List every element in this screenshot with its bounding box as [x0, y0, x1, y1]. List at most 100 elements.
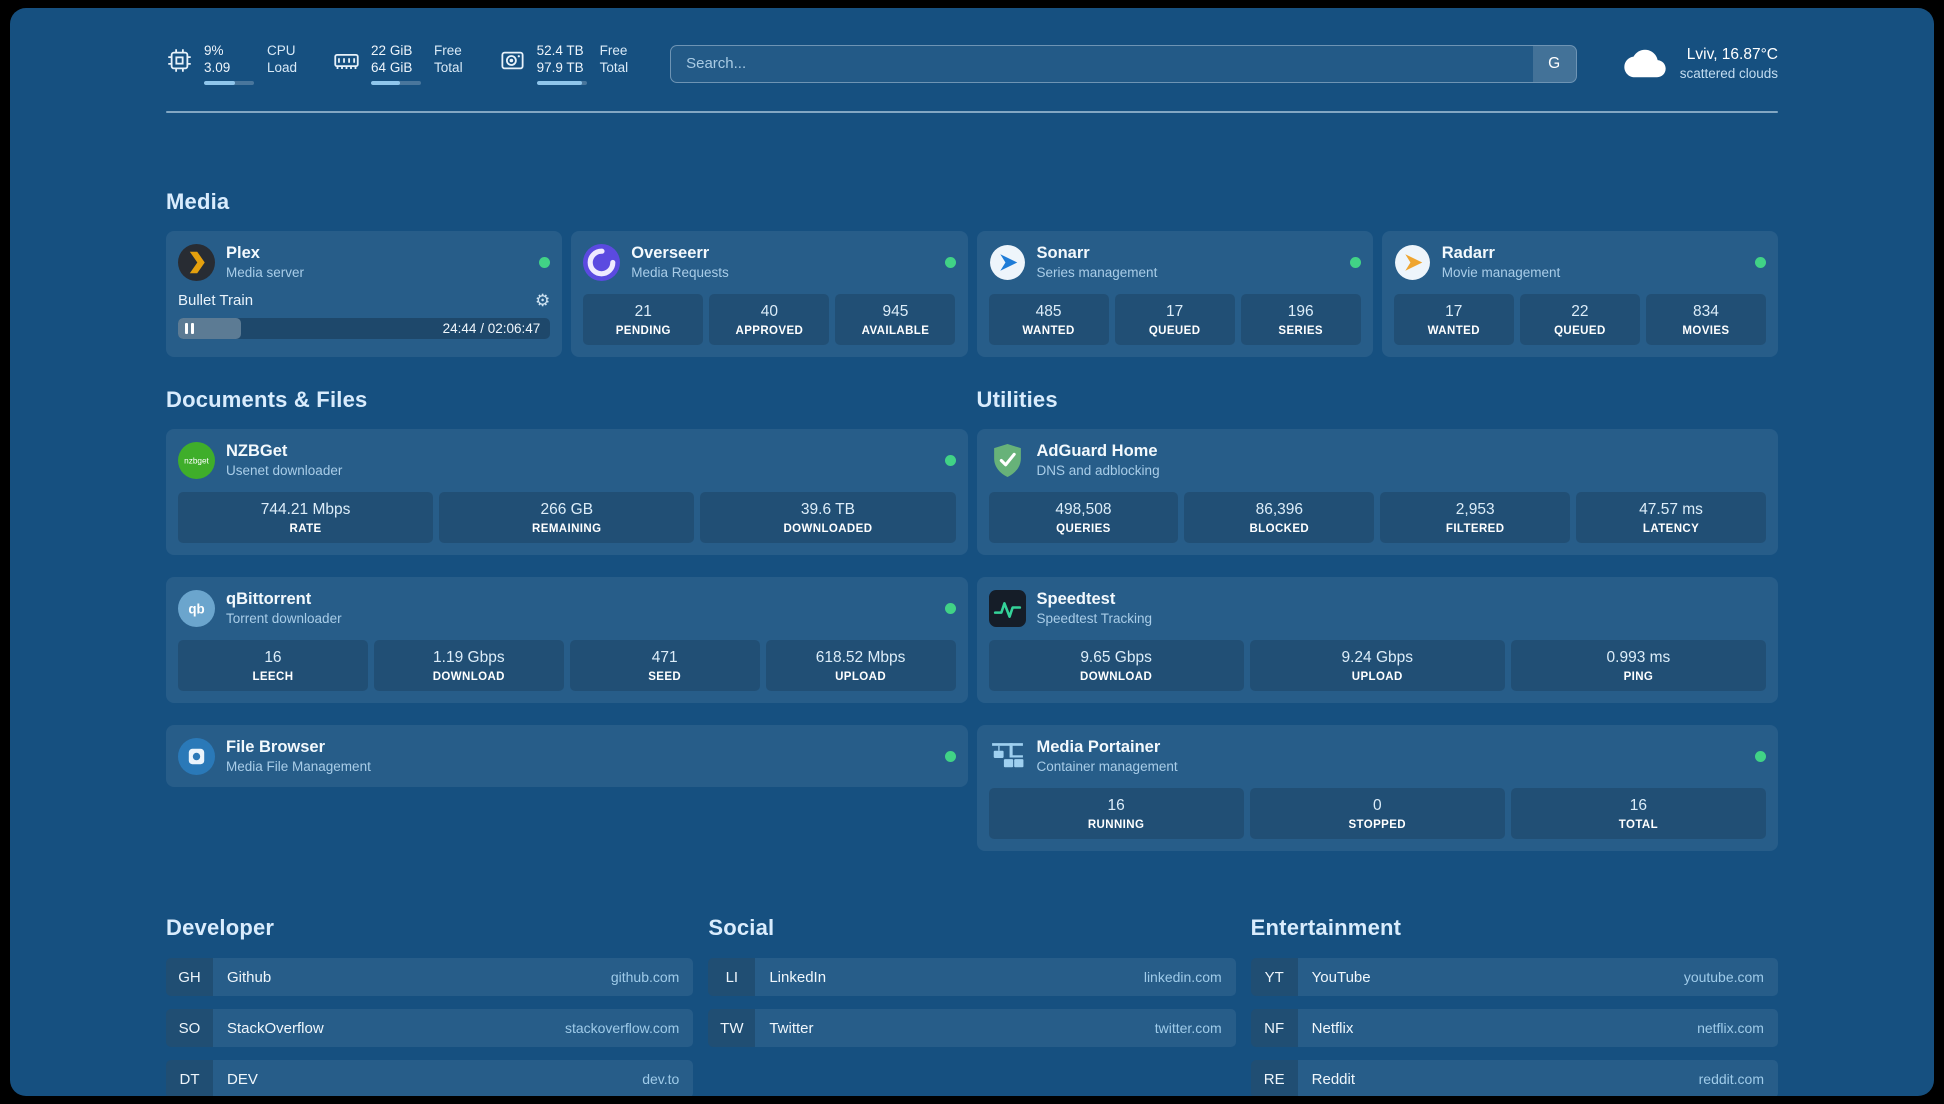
bookmark-abbr: DT	[166, 1060, 213, 1096]
bookmark-stackoverflow[interactable]: SO StackOverflow stackoverflow.com	[166, 1009, 694, 1047]
plex-link[interactable]: Plex Media server	[178, 243, 551, 281]
cpu-values: 9% 3.09	[204, 42, 254, 85]
stat-label: QUEUED	[1148, 325, 1201, 337]
memory-free: 22 GiB	[371, 43, 413, 58]
stat-row: 21 PENDING 40 APPROVED 945 AVAILABLE	[583, 294, 956, 345]
disk-label-bottom: Total	[599, 60, 629, 75]
stat-label: BLOCKED	[1249, 523, 1310, 535]
stat-label: QUEUED	[1554, 325, 1606, 337]
stat-tile: 39.6 TB DOWNLOADED	[700, 492, 956, 543]
radarr-link[interactable]: Radarr Movie management	[1394, 243, 1766, 281]
stat-row: 9.65 Gbps DOWNLOAD 9.24 Gbps UPLOAD 0.99…	[988, 640, 1767, 691]
search-input[interactable]	[670, 44, 1577, 83]
bookmark-name: Github	[227, 968, 272, 986]
stat-value: 196	[1287, 303, 1314, 320]
stat-label: WANTED	[1022, 325, 1075, 337]
stat-label: UPLOAD	[1351, 671, 1403, 683]
stat-value: 21	[634, 303, 652, 320]
stat-value: 485	[1035, 303, 1062, 320]
playback-progress-bar[interactable]: 24:44 / 02:06:47	[178, 318, 551, 339]
topbar-divider	[166, 111, 1778, 113]
stat-label: REMAINING	[532, 523, 602, 535]
bookmarks-entertainment: Entertainment YT YouTube youtube.com NF …	[1250, 915, 1778, 1096]
overseerr-card: Overseerr Media Requests 21 PENDING 40 A…	[571, 231, 968, 357]
bookmark-abbr: RE	[1250, 1060, 1298, 1096]
section-heading-utilities: Utilities	[976, 387, 1058, 412]
stat-tile: 9.24 Gbps UPLOAD	[1249, 640, 1505, 691]
stat-tile: 471 SEED	[569, 640, 760, 691]
stat-value: 86,396	[1255, 501, 1304, 518]
status-dot	[944, 454, 956, 466]
stat-tile: 1.19 Gbps DOWNLOAD	[373, 640, 564, 691]
bookmark-url: youtube.com	[1683, 969, 1764, 985]
bookmark-netflix[interactable]: NF Netflix netflix.com	[1250, 1009, 1778, 1047]
bookmark-dev[interactable]: DT DEV dev.to	[166, 1060, 694, 1096]
stat-label: QUERIES	[1056, 523, 1111, 535]
service-title: Radarr	[1441, 244, 1495, 262]
pause-icon[interactable]	[185, 323, 194, 334]
stat-value: 39.6 TB	[800, 501, 855, 518]
bookmarks-developer: Developer GH Github github.com SO StackO…	[166, 915, 694, 1096]
bookmark-reddit[interactable]: RE Reddit reddit.com	[1250, 1060, 1778, 1096]
stat-tile: 9.65 Gbps DOWNLOAD	[988, 640, 1244, 691]
portainer-link[interactable]: Media Portainer Container management	[989, 737, 1766, 775]
stat-tile: 16 LEECH	[178, 640, 368, 691]
adguard-link[interactable]: AdGuard Home DNS and adblocking	[989, 441, 1767, 479]
bookmark-name: Twitter	[769, 1019, 814, 1037]
overseerr-link[interactable]: Overseerr Media Requests	[583, 243, 956, 281]
memory-label-bottom: Total	[434, 60, 463, 75]
service-subtitle: Speedtest Tracking	[1036, 611, 1153, 626]
service-subtitle: Movie management	[1441, 265, 1561, 280]
qbittorrent-link[interactable]: qb qBittorrent Torrent downloader	[178, 589, 956, 627]
cpu-usage: 9%	[204, 43, 224, 58]
bookmark-name: YouTube	[1311, 968, 1371, 986]
plex-card: Plex Media server Bullet Train ⚙ 24:44 /…	[166, 231, 563, 357]
memory-widget: 22 GiB 64 GiB Free Total	[333, 42, 463, 85]
stat-tile: 47.57 ms LATENCY	[1576, 492, 1766, 543]
service-subtitle: Media server	[226, 265, 305, 280]
stat-label: UPLOAD	[835, 671, 887, 683]
gear-icon[interactable]: ⚙	[535, 291, 551, 310]
cpu-icon	[168, 49, 191, 72]
bookmark-linkedin[interactable]: LI LinkedIn linkedin.com	[708, 958, 1236, 996]
bookmark-twitter[interactable]: TW Twitter twitter.com	[708, 1009, 1236, 1047]
memory-labels: Free Total	[434, 42, 463, 85]
bookmark-github[interactable]: GH Github github.com	[166, 958, 694, 996]
filebrowser-card: File Browser Media File Management	[166, 725, 968, 787]
service-title: AdGuard Home	[1036, 442, 1158, 460]
sonarr-link[interactable]: Sonarr Series management	[989, 243, 1361, 281]
cpu-label-bottom: Load	[267, 60, 298, 75]
filebrowser-link[interactable]: File Browser Media File Management	[178, 737, 956, 775]
stat-tile: 86,396 BLOCKED	[1184, 492, 1375, 543]
speedtest-link[interactable]: Speedtest Speedtest Tracking	[988, 589, 1767, 627]
bookmark-youtube[interactable]: YT YouTube youtube.com	[1250, 958, 1778, 996]
stat-value: 9.24 Gbps	[1341, 649, 1414, 666]
stat-label: APPROVED	[735, 325, 804, 337]
stat-label: MOVIES	[1682, 325, 1730, 337]
search-provider-button[interactable]: G	[1532, 45, 1576, 82]
nzbget-link[interactable]: nzbget NZBGet Usenet downloader	[178, 441, 956, 479]
weather-condition: scattered clouds	[1679, 66, 1778, 81]
stat-value: 945	[882, 303, 909, 320]
nzbget-card: nzbget NZBGet Usenet downloader 744.21 M…	[166, 429, 968, 555]
stat-row: 498,508 QUERIES 86,396 BLOCKED 2,953 FIL…	[988, 492, 1766, 543]
service-title: Speedtest	[1036, 590, 1116, 608]
stat-label: RUNNING	[1087, 819, 1145, 831]
service-title: Overseerr	[631, 244, 710, 262]
disk-usage-bar	[536, 81, 587, 85]
stat-value: 16	[1629, 797, 1648, 814]
disk-labels: Free Total	[600, 42, 629, 85]
stat-tile: 16 TOTAL	[1510, 788, 1767, 839]
stat-tile: 21 PENDING	[583, 294, 704, 345]
stat-value: 17	[1165, 303, 1184, 320]
disk-icon	[501, 51, 524, 70]
service-title: Plex	[226, 244, 260, 262]
stat-tile: 744.21 Mbps RATE	[178, 492, 434, 543]
bookmark-abbr: NF	[1250, 1009, 1298, 1047]
stat-tile: 945 AVAILABLE	[835, 294, 956, 345]
now-playing-title: Bullet Train	[178, 292, 254, 309]
nzbget-icon: nzbget	[178, 441, 215, 479]
bookmark-name: Netflix	[1311, 1019, 1354, 1037]
section-heading-documents: Documents & Files	[166, 387, 368, 412]
sonarr-icon	[989, 244, 1025, 280]
